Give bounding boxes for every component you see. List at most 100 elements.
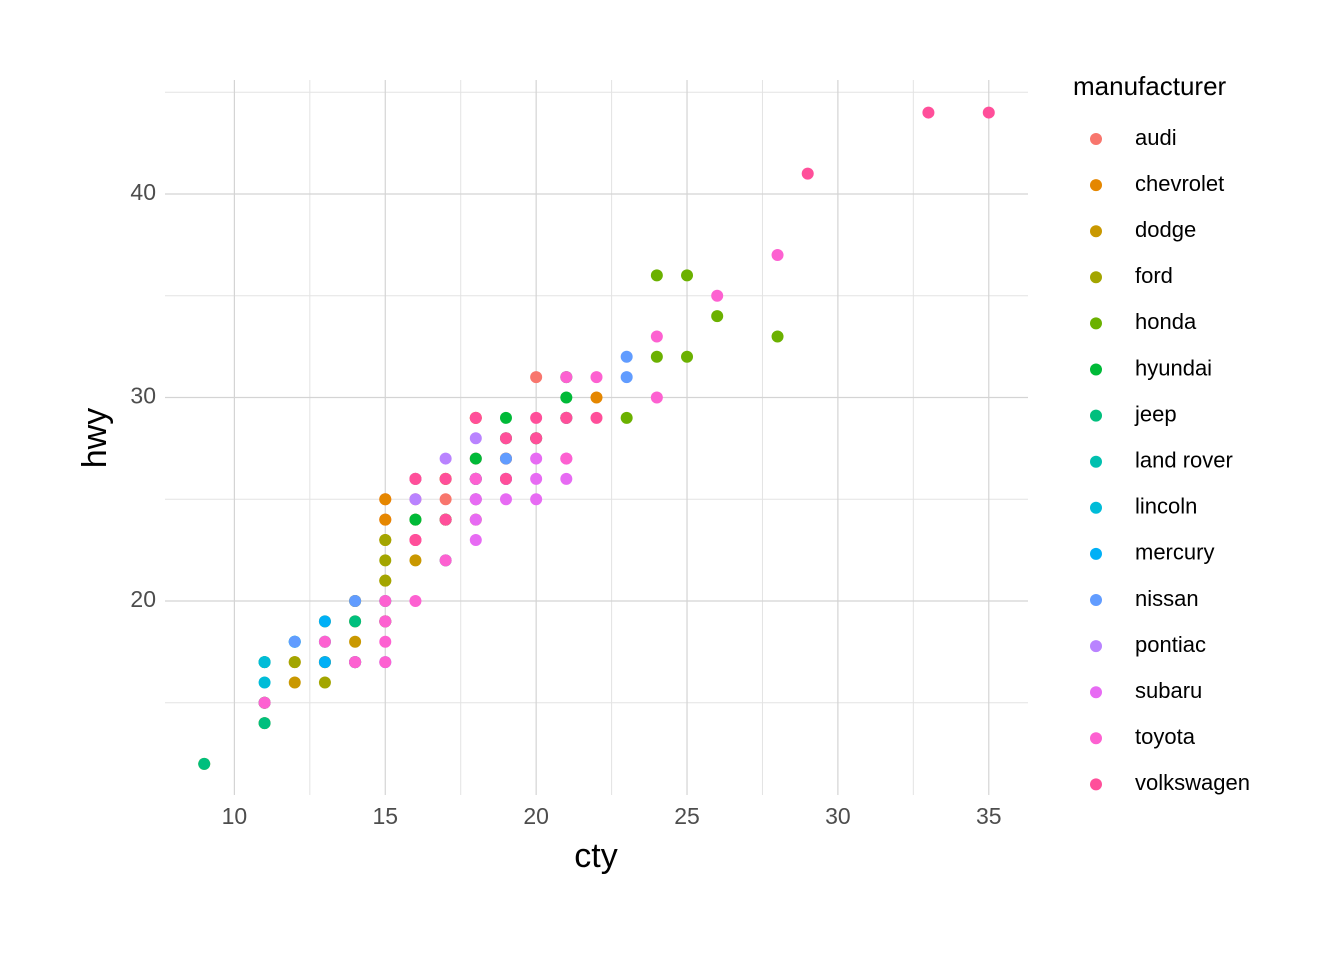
point	[650, 391, 663, 404]
point	[318, 676, 331, 689]
point	[318, 615, 331, 628]
point	[650, 330, 663, 343]
point	[530, 472, 543, 485]
point	[258, 656, 271, 669]
point	[469, 411, 482, 424]
point	[650, 350, 663, 363]
point	[771, 330, 784, 343]
point	[349, 595, 362, 608]
point	[530, 371, 543, 384]
point	[439, 472, 452, 485]
point	[469, 493, 482, 506]
point	[258, 676, 271, 689]
point	[499, 493, 512, 506]
x-tick-label: 35	[976, 803, 1002, 829]
point	[439, 513, 452, 526]
point	[469, 472, 482, 485]
point	[560, 391, 573, 404]
point	[560, 371, 573, 384]
point	[439, 554, 452, 567]
point	[499, 432, 512, 445]
legend-key	[1090, 778, 1102, 791]
point	[288, 676, 301, 689]
x-axis-title: cty	[574, 837, 617, 875]
y-tick-label: 40	[130, 179, 156, 205]
legend-title: manufacturer	[1073, 71, 1227, 101]
legend-label: nissan	[1135, 586, 1199, 611]
legend-key	[1090, 363, 1102, 376]
legend-key	[1090, 133, 1102, 145]
legend-key	[1090, 317, 1102, 330]
legend-label: pontiac	[1135, 632, 1206, 657]
point	[409, 554, 422, 567]
x-tick-label: 30	[825, 803, 851, 829]
legend-label: hyundai	[1135, 355, 1212, 380]
point	[530, 432, 543, 445]
point	[560, 411, 573, 424]
legend-label: dodge	[1135, 217, 1196, 242]
legend-label: audi	[1135, 125, 1177, 150]
legend-label: toyota	[1135, 724, 1196, 749]
legend-key	[1090, 179, 1102, 192]
point	[288, 635, 301, 648]
point	[258, 696, 271, 709]
legend-label: jeep	[1134, 401, 1177, 426]
point	[379, 533, 392, 546]
point	[469, 533, 482, 546]
point	[349, 656, 362, 669]
point	[379, 595, 392, 608]
point	[469, 432, 482, 445]
legend-key	[1090, 594, 1102, 606]
point	[439, 452, 452, 465]
point	[620, 371, 633, 384]
point	[288, 656, 301, 669]
point	[409, 472, 422, 485]
point	[711, 289, 724, 302]
point	[349, 635, 362, 648]
legend-key	[1090, 547, 1102, 560]
point	[801, 167, 814, 180]
legend-key	[1090, 455, 1102, 468]
legend-label: volkswagen	[1135, 770, 1250, 795]
point	[379, 615, 392, 628]
x-tick-label: 20	[523, 803, 549, 829]
point	[499, 411, 512, 424]
point	[650, 269, 663, 282]
point	[318, 635, 331, 648]
legend-label: land rover	[1135, 448, 1233, 473]
point	[379, 493, 392, 506]
point	[409, 533, 422, 546]
point	[439, 493, 452, 506]
points	[198, 106, 995, 770]
point	[982, 106, 995, 119]
point	[530, 411, 543, 424]
legend-key	[1090, 225, 1102, 238]
point	[469, 513, 482, 526]
legend: manufacturer audi chevrolet dodge ford honda…	[1073, 71, 1250, 795]
legend-label: honda	[1135, 309, 1197, 334]
point	[198, 757, 211, 770]
point	[258, 717, 271, 730]
point	[499, 472, 512, 485]
point	[530, 452, 543, 465]
legend-key	[1090, 409, 1102, 422]
point	[349, 615, 362, 628]
point	[469, 452, 482, 465]
point	[771, 249, 784, 262]
x-tick-label: 10	[222, 803, 248, 829]
legend-label: lincoln	[1135, 494, 1197, 519]
point	[379, 574, 392, 587]
legend-key	[1090, 271, 1102, 284]
x-tick-label: 25	[674, 803, 700, 829]
point	[530, 493, 543, 506]
point	[409, 513, 422, 526]
y-tick-label: 30	[130, 383, 156, 409]
legend-key	[1090, 501, 1102, 514]
point	[379, 656, 392, 669]
legend-key	[1090, 732, 1102, 745]
point	[681, 350, 694, 363]
legend-key	[1090, 640, 1102, 653]
x-tick-label: 15	[372, 803, 398, 829]
point	[620, 411, 633, 424]
